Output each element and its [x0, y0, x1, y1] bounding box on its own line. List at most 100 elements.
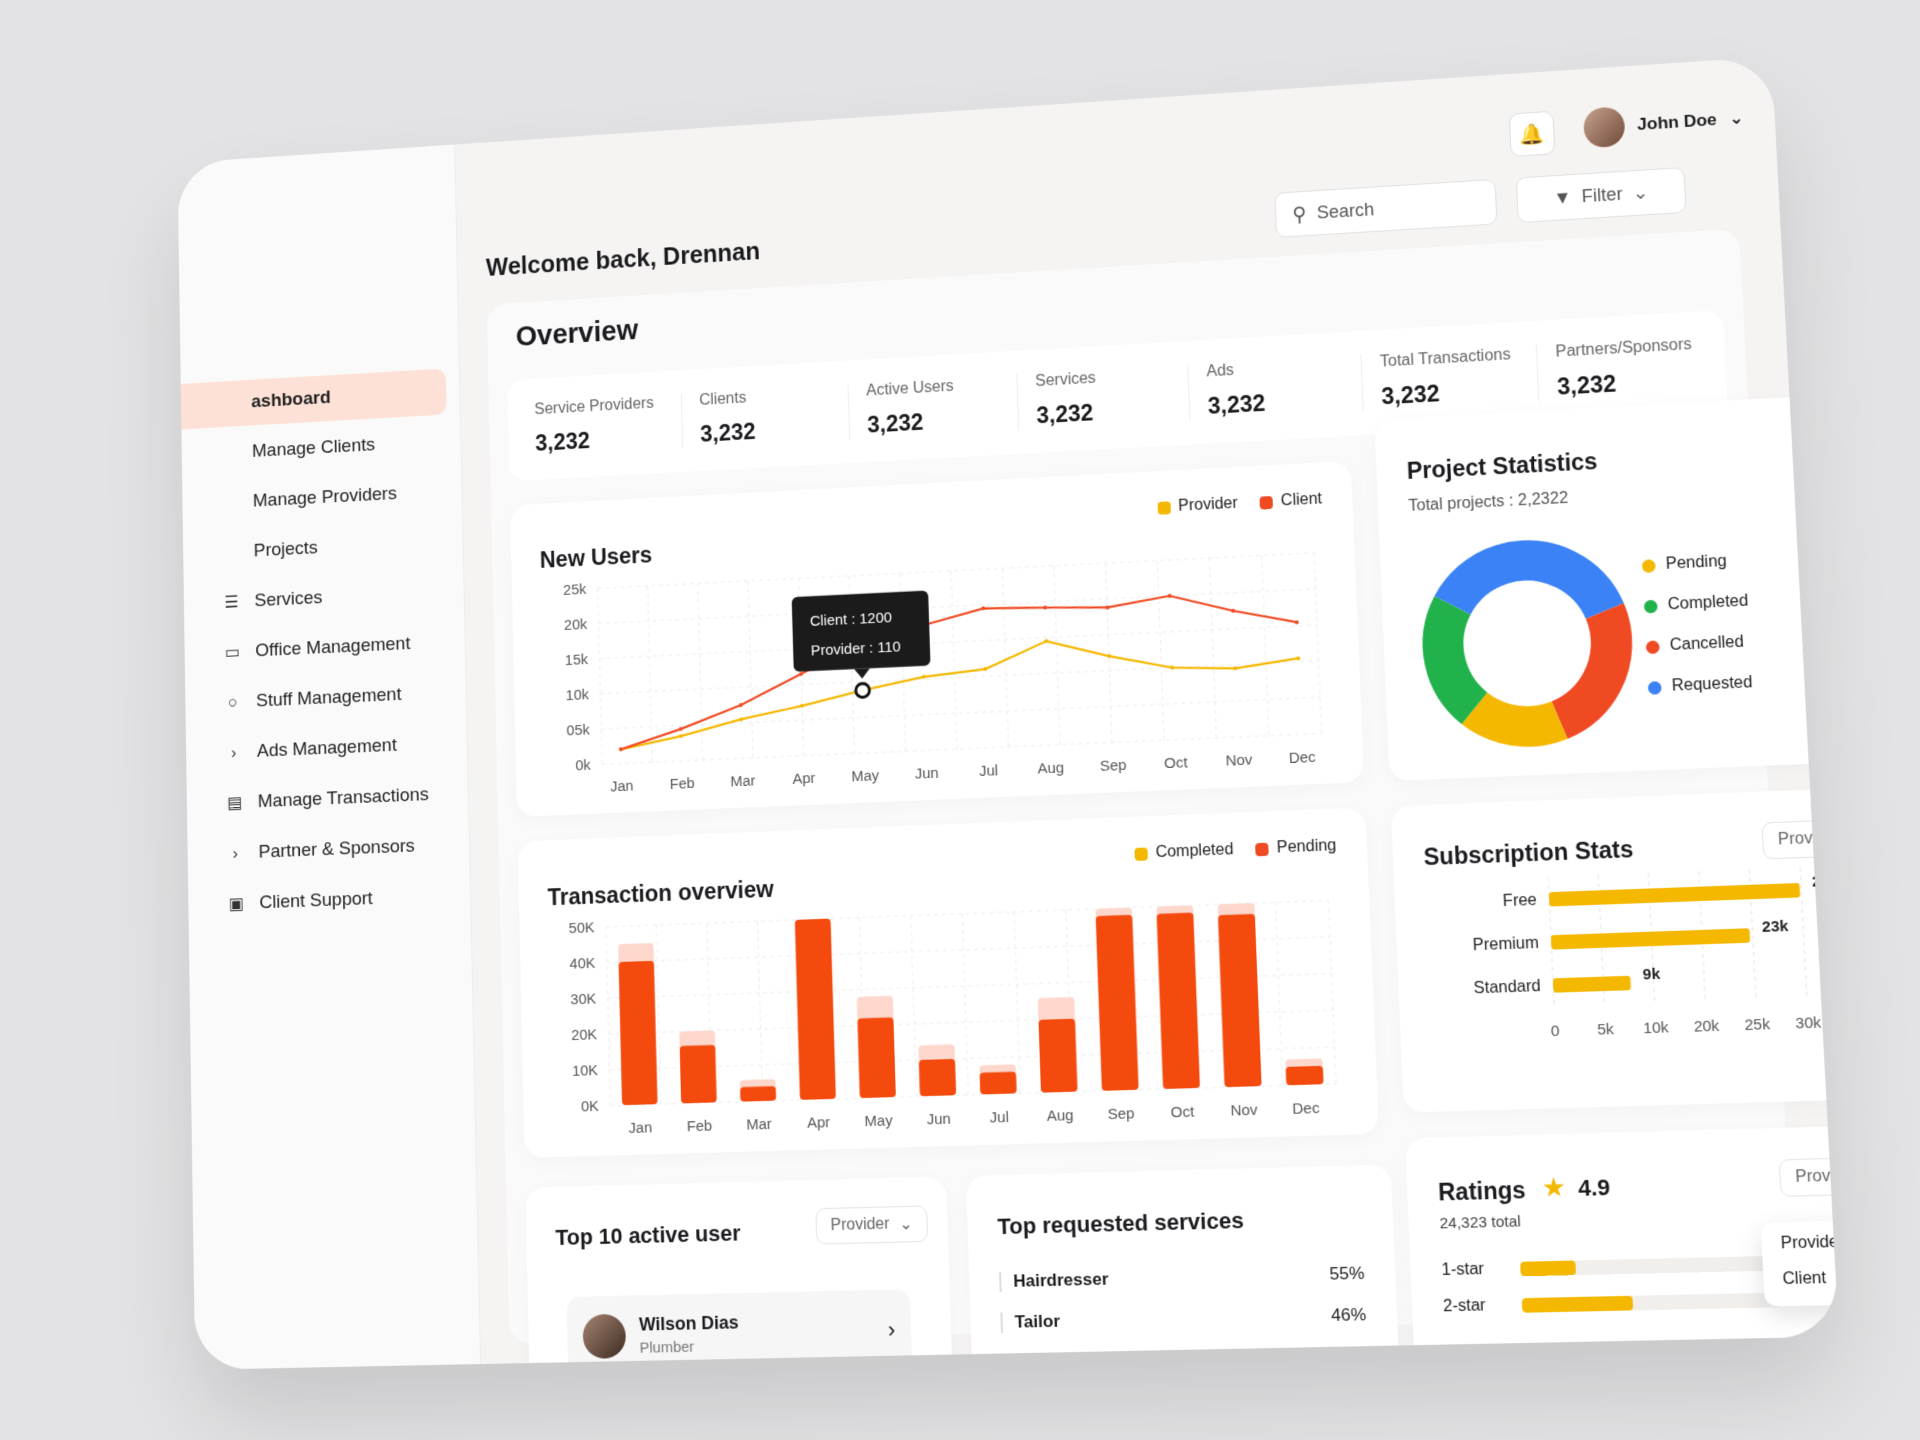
grid-line: [962, 914, 968, 1095]
stat-label: Service Providers: [534, 393, 681, 419]
series-line-provider: [619, 629, 1301, 749]
stat-value: 3,232: [867, 404, 1018, 439]
service-pct: 55%: [1329, 1263, 1365, 1284]
app-frame: ashboard Manage Clients Manage Providers Pr…: [177, 56, 1838, 1369]
x-tick-label: May: [864, 1113, 893, 1130]
grid-line: [598, 588, 602, 764]
sidebar-item-6[interactable]: ○ Stuff Management: [185, 669, 453, 728]
dashboard-icon: [218, 403, 238, 404]
grid-line: [1800, 867, 1807, 996]
menu-item-client[interactable]: Client: [1782, 1268, 1839, 1289]
rating-label: 1-star: [1441, 1260, 1504, 1280]
y-tick-label: 30K: [570, 991, 596, 1008]
grid-line: [1314, 553, 1321, 734]
stat-card: Total Transactions 3,232: [1360, 345, 1538, 412]
user-row-name: Wilson Dias: [639, 1309, 874, 1335]
sidebar-item-7[interactable]: › Ads Management: [186, 720, 454, 778]
stat-value: 3,232: [1557, 365, 1717, 401]
chevron-down-icon: ⌄: [899, 1214, 913, 1235]
category-label: Free: [1502, 891, 1537, 910]
sidebar-item-5[interactable]: ▭ Office Management: [184, 619, 452, 678]
receipt-icon: ▤: [224, 793, 245, 813]
grid-line: [1276, 902, 1283, 1085]
chevron-right-icon: ›: [225, 844, 246, 864]
ratings-dropdown[interactable]: Provider ⌄: [1779, 1156, 1839, 1197]
x-tick-label: Jul: [989, 1109, 1009, 1126]
menu-item-provider[interactable]: Provider: [1780, 1232, 1838, 1253]
status-dot: [1648, 681, 1662, 695]
chevron-right-icon: ›: [223, 743, 244, 763]
grid-line: [748, 581, 753, 758]
ratings-card: Ratings ★ 4.9 24,323 total Provider ⌄ 1-…: [1405, 1124, 1839, 1370]
stat-card: Services 3,232: [1016, 365, 1189, 431]
rating-total: 24,323 total: [1439, 1213, 1521, 1233]
status-label: Pending: [1665, 547, 1838, 574]
category-label: Standard: [1473, 977, 1541, 997]
tooltip-box: [792, 590, 931, 671]
sidebar-item-4[interactable]: ☰ Services: [184, 569, 451, 628]
rating-score: 4.9: [1578, 1174, 1611, 1202]
subscription-bar: [1553, 976, 1631, 993]
x-tick-label: Aug: [1046, 1108, 1073, 1125]
grid-line: [606, 927, 610, 1106]
bar-completed: [1157, 913, 1200, 1089]
subscription-chart: 0 5k 10k 20k 25k 30k 35kFree29kPremium23kStand…: [1391, 786, 1839, 1113]
stat-value: 3,232: [535, 422, 682, 456]
user-menu[interactable]: John Doe ⌄: [1583, 98, 1745, 148]
sidebar-item-label: Projects: [254, 538, 318, 562]
rating-fill-2: [1522, 1296, 1633, 1313]
grid-line: [698, 583, 703, 760]
sidebar-item-9[interactable]: › Partner & Sponsors: [187, 821, 456, 879]
list-item[interactable]: Wilson Dias Plumber ›: [566, 1289, 912, 1370]
status-dot: [1644, 599, 1658, 613]
data-point: [1295, 620, 1299, 624]
sidebar-item-3[interactable]: Projects: [183, 518, 450, 578]
service-name: Tailor: [1000, 1311, 1060, 1333]
project-status-row: Requested10%: [1648, 668, 1839, 697]
sidebar-item-8[interactable]: ▤ Manage Transactions: [187, 771, 456, 829]
filter-button[interactable]: ▼ Filter ⌄: [1516, 167, 1687, 223]
notification-bell-button[interactable]: 🔔: [1509, 111, 1556, 157]
sidebar-item-label: Ads Management: [257, 735, 397, 762]
sidebar-item-label: Stuff Management: [256, 684, 402, 712]
grid-line: [1105, 563, 1112, 742]
project-statistics-card: Project Statistics Total projects : 2,23…: [1374, 392, 1839, 781]
top-services-title: Top requested services: [997, 1208, 1244, 1241]
sidebar-item-label: Services: [254, 588, 322, 613]
y-tick-label: 25k: [563, 582, 587, 599]
tooltip-marker[interactable]: [856, 683, 870, 697]
y-tick-label: 10K: [572, 1063, 598, 1080]
bar-completed: [740, 1086, 776, 1102]
stat-value: 3,232: [700, 413, 849, 447]
status-dot: [1642, 559, 1656, 573]
user-icon: ○: [222, 693, 243, 713]
x-tick-label: Jun: [927, 1111, 952, 1128]
funnel-icon: ▼: [1553, 187, 1572, 209]
grid-line: [911, 916, 917, 1097]
grid-line: [656, 925, 661, 1104]
bar-completed: [857, 1017, 895, 1098]
chevron-down-icon: ⌄: [1729, 108, 1745, 129]
user-row-role: Plumber: [639, 1335, 874, 1357]
stat-label: Partners/Sponsors: [1555, 335, 1714, 362]
grid-line: [600, 661, 1318, 694]
x-tick-label: Nov: [1225, 752, 1253, 770]
data-point: [1296, 656, 1300, 660]
top-users-dropdown[interactable]: Provider ⌄: [815, 1205, 928, 1244]
status-label: Requested: [1671, 669, 1838, 695]
tooltip-arrow: [854, 668, 870, 679]
sidebar-item-10[interactable]: ▣ Client Support: [188, 872, 457, 929]
sidebar-item-label: Office Management: [255, 633, 410, 662]
rating-track: [1522, 1293, 1781, 1313]
y-tick-label: 40K: [569, 956, 595, 973]
x-tick-label: Aug: [1037, 760, 1064, 778]
star-icon: ★: [1541, 1171, 1567, 1204]
grid-line: [1002, 568, 1008, 747]
x-tick-label: Mar: [730, 773, 756, 790]
grid-line: [601, 697, 1320, 729]
transaction-overview-card: Transaction overview Completed Pending 0…: [518, 807, 1379, 1157]
data-point: [1105, 605, 1109, 609]
data-point: [1170, 666, 1174, 670]
rating-fill-1: [1520, 1260, 1576, 1276]
project-statistics-title: Project Statistics: [1406, 448, 1598, 485]
